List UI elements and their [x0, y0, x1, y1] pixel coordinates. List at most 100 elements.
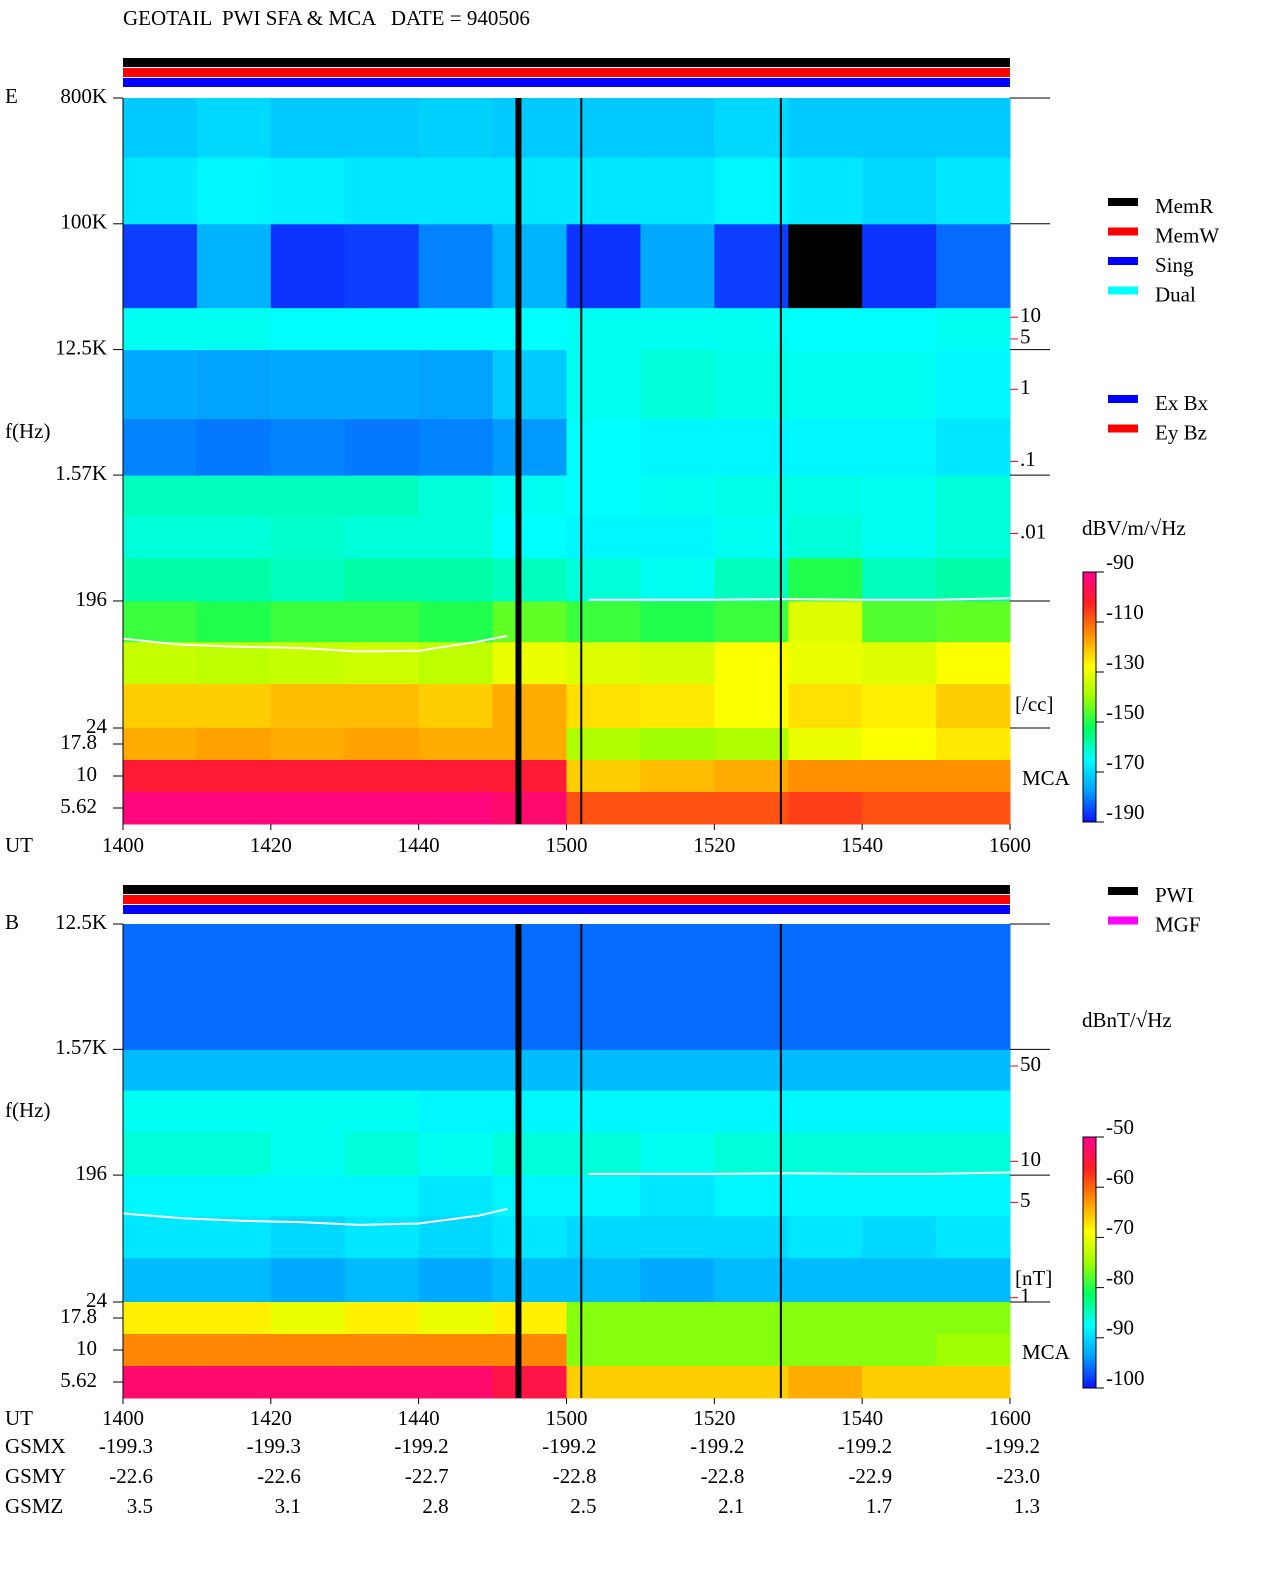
legend-swatch — [1108, 916, 1138, 925]
mca-cell — [344, 728, 420, 761]
spectrogram-cell — [936, 1175, 1011, 1217]
spectrogram-cell — [788, 924, 863, 1050]
spectrogram-cell — [123, 1257, 198, 1303]
legend-label: Dual — [1155, 282, 1196, 306]
spectrogram-cell — [418, 418, 494, 476]
mca-cell — [123, 792, 198, 825]
spectrogram-cell — [640, 157, 715, 225]
spectrogram-cell — [492, 515, 567, 559]
spectrogram-cell — [492, 1257, 567, 1303]
spectrogram-cell — [270, 157, 346, 225]
spectrogram-cell — [566, 600, 641, 643]
spectrogram-cell — [714, 1215, 789, 1259]
legend-swatch — [1108, 227, 1138, 236]
spectrogram-cell — [196, 924, 272, 1050]
spectrogram-cell — [862, 157, 937, 225]
mca-cell — [196, 760, 272, 793]
mca-cell — [344, 1302, 420, 1335]
spectrogram-cell — [123, 515, 198, 559]
mca-cell — [714, 792, 789, 825]
spectrogram-cell — [936, 98, 1011, 158]
spectrogram-cell — [492, 157, 567, 225]
data-gap — [580, 98, 583, 824]
spectrogram-cell — [936, 157, 1011, 225]
colorbar — [1082, 571, 1097, 823]
orbit-value: -199.2 — [690, 1434, 744, 1458]
colorbar-label: dBnT/√Hz — [1082, 1008, 1172, 1032]
spectrogram-cell — [640, 223, 715, 309]
spectrogram-cell — [270, 98, 346, 158]
mca-cell — [936, 760, 1011, 793]
orbit-row-label: GSMX — [5, 1434, 66, 1458]
mca-cell — [123, 1334, 198, 1367]
spectrogram-cell — [418, 600, 494, 643]
mca-cell — [196, 728, 272, 761]
spectrogram-cell — [196, 1090, 272, 1133]
mca-cell — [788, 1302, 863, 1335]
spectrogram-cell — [492, 418, 567, 476]
spectrogram-cell — [492, 349, 567, 420]
mca-cell — [196, 1366, 272, 1399]
spectrogram-cell — [270, 223, 346, 309]
spectrogram-cell — [270, 1175, 346, 1217]
spectrogram-cell — [714, 223, 789, 309]
spectrogram-cell — [640, 1215, 715, 1259]
mca-cell — [566, 1302, 641, 1335]
mca-cell — [640, 728, 715, 761]
spectrogram-cell — [788, 157, 863, 225]
y-tick-label: 800K — [60, 84, 107, 108]
spectrogram-cell — [862, 98, 937, 158]
legend-swatch — [1108, 395, 1138, 403]
orbit-value: 2.5 — [570, 1494, 596, 1518]
spectrogram-cell — [418, 1175, 494, 1217]
colorbar-tick-label: -190 — [1106, 800, 1145, 824]
spectrogram-cell — [714, 307, 789, 351]
legend-swatch — [1108, 424, 1138, 433]
spectrogram-cell — [566, 1257, 641, 1303]
spectrogram-cell — [640, 924, 715, 1050]
spectrogram-cell — [492, 1090, 567, 1133]
legend-swatch — [1108, 286, 1138, 295]
orbit-row-label: GSMY — [5, 1464, 66, 1488]
colorbar-tick-label: -130 — [1106, 650, 1145, 674]
spectrogram-cell — [344, 307, 420, 351]
spectrogram-cell — [714, 924, 789, 1050]
spectrogram-cell — [123, 1090, 198, 1133]
spectrogram-cell — [788, 515, 863, 559]
mca-cell — [640, 792, 715, 825]
y-tick-label: 1.57K — [55, 461, 107, 485]
spectrogram-cell — [566, 418, 641, 476]
spectrogram-cell — [344, 1049, 420, 1091]
spectrogram-cell — [196, 515, 272, 559]
status-bar — [123, 68, 1010, 77]
spectrogram-cell — [714, 157, 789, 225]
spectrogram-cell — [640, 683, 715, 729]
mca-cell — [862, 760, 937, 793]
spectrogram-cell — [344, 349, 420, 420]
spectrogram-cell — [418, 924, 494, 1050]
y2-label: [/cc] — [1015, 692, 1053, 716]
orbit-value: -22.6 — [257, 1464, 301, 1488]
spectrogram-cell — [640, 557, 715, 602]
mca-cell — [566, 728, 641, 761]
mca-cell — [344, 792, 420, 825]
mca-cell — [640, 760, 715, 793]
orbit-value: -22.6 — [109, 1464, 153, 1488]
y2-label: [nT] — [1015, 1266, 1052, 1290]
spectrogram-cell — [788, 1049, 863, 1091]
mca-cell — [123, 760, 198, 793]
spectrogram-cell — [714, 418, 789, 476]
mca-cell — [862, 728, 937, 761]
y-tick-label: 1.57K — [55, 1035, 107, 1059]
spectrogram-cell — [270, 515, 346, 559]
spectrogram-cell — [788, 418, 863, 476]
spectrogram-cell — [936, 475, 1011, 517]
spectrogram-cell — [714, 1131, 789, 1176]
spectrogram-cell — [418, 157, 494, 225]
spectrogram-cell — [936, 1257, 1011, 1303]
mca-cell — [196, 1302, 272, 1335]
spectrogram-cell — [640, 515, 715, 559]
spectrogram-cell — [196, 1049, 272, 1091]
data-gap — [515, 924, 522, 1398]
spectrogram-cell — [344, 157, 420, 225]
